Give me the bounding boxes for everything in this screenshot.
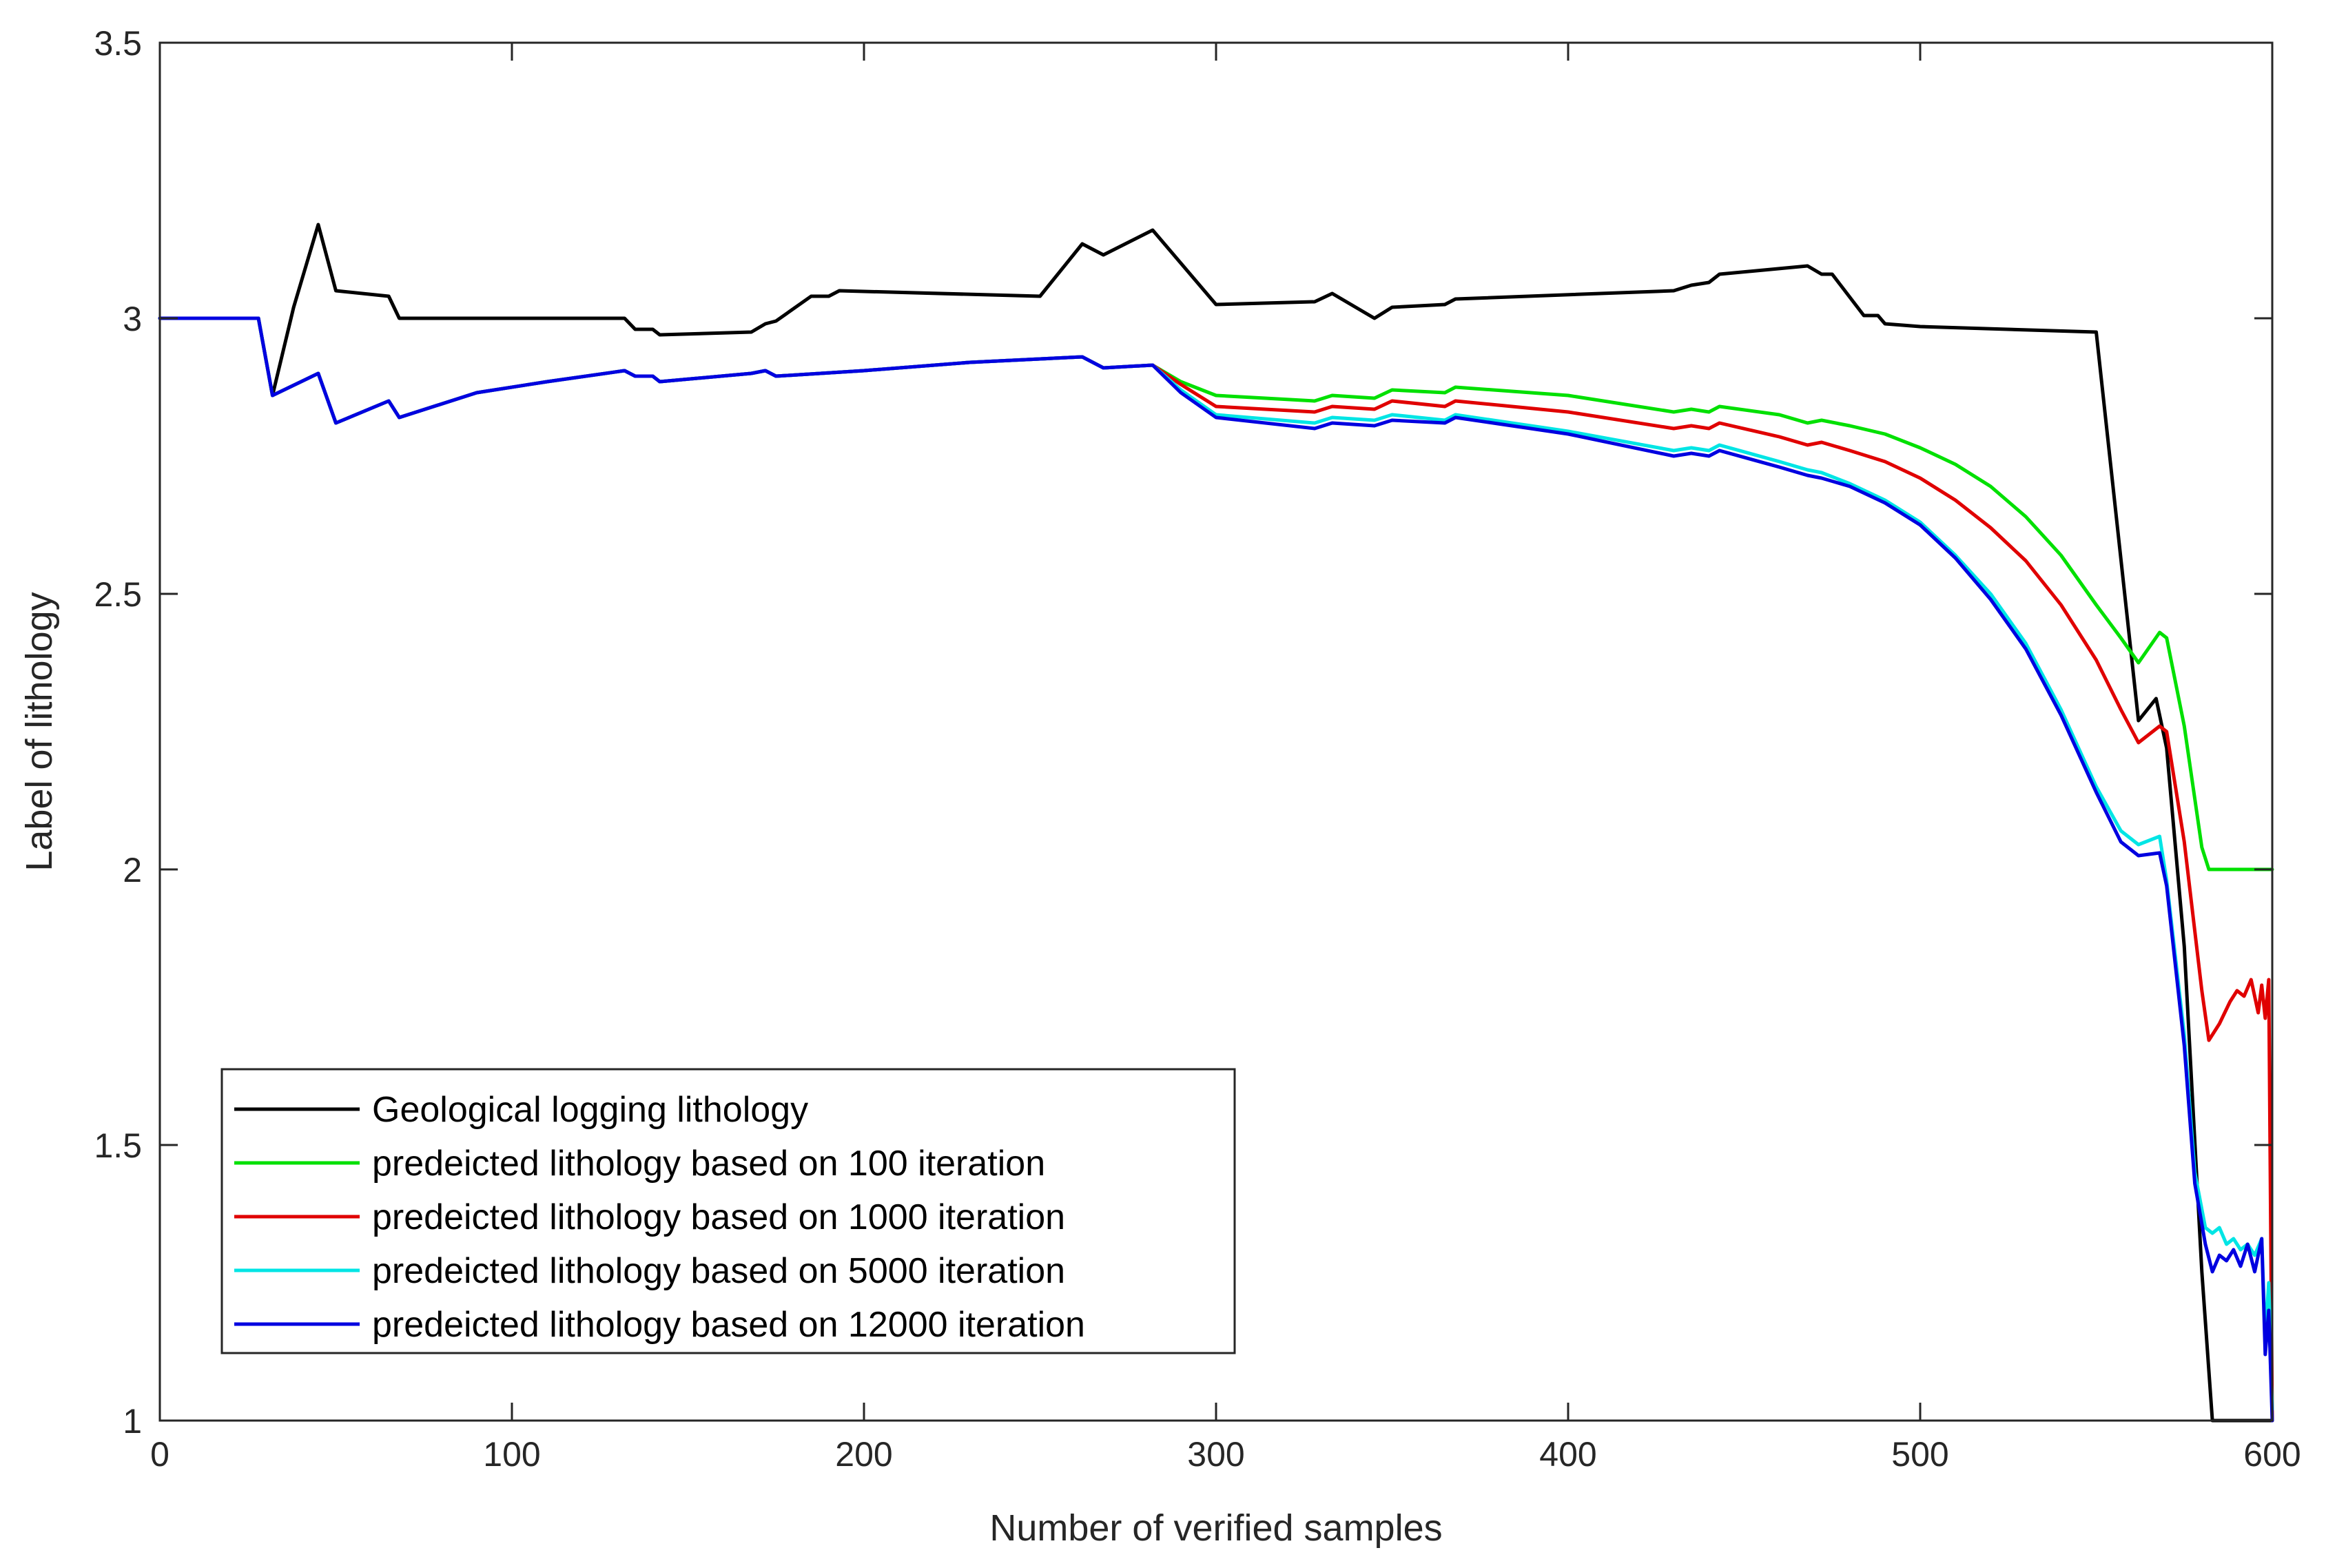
x-tick-label: 0 bbox=[150, 1435, 169, 1474]
x-axis-label: Number of verified samples bbox=[989, 1507, 1442, 1549]
legend-entry-label: predeicted lithology based on 100 iterat… bbox=[372, 1144, 1045, 1184]
legend-entry-label: predeicted lithology based on 1000 itera… bbox=[372, 1197, 1065, 1237]
x-tick-label: 600 bbox=[2243, 1435, 2301, 1474]
ticks-layer: 0 100 200 300 400 500 600 1 1.5 2 2.5 3 3.5 bbox=[94, 24, 2301, 1474]
y-axis-label: Label of lithology bbox=[19, 592, 60, 871]
legend: Geological logging lithology predeicted l… bbox=[220, 1068, 1236, 1354]
x-tick-label: 400 bbox=[1539, 1435, 1596, 1474]
series-line-1 bbox=[158, 223, 2274, 1423]
y-tick-label: 1.5 bbox=[94, 1126, 142, 1165]
x-tick-label: 200 bbox=[835, 1435, 892, 1474]
x-tick-label: 500 bbox=[1891, 1435, 1948, 1474]
y-tick-label: 3 bbox=[123, 300, 142, 338]
y-tick-label: 2 bbox=[123, 851, 142, 889]
legend-entry-label: predeicted lithology based on 5000 itera… bbox=[372, 1251, 1065, 1291]
x-tick-label: 100 bbox=[483, 1435, 540, 1474]
series-line-5 bbox=[158, 316, 2274, 1423]
y-tick-label: 2.5 bbox=[94, 575, 142, 614]
x-tick-label: 300 bbox=[1187, 1435, 1244, 1474]
legend-entry-label: predeicted lithology based on 12000 iter… bbox=[372, 1305, 1085, 1345]
y-tick-label: 3.5 bbox=[94, 24, 142, 63]
series-layer bbox=[158, 223, 2274, 1423]
legend-entry-label: Geological logging lithology bbox=[372, 1090, 808, 1130]
legend-box bbox=[220, 1068, 1236, 1354]
y-tick-label: 1 bbox=[123, 1402, 142, 1441]
